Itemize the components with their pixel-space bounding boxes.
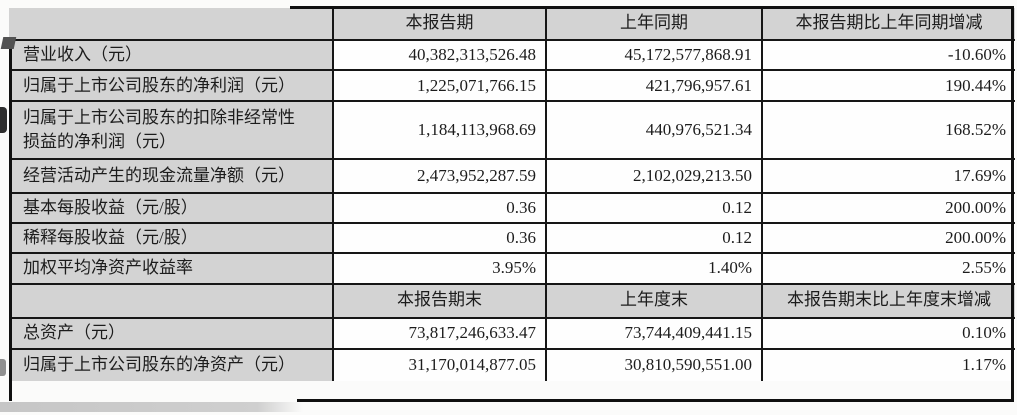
financial-summary-table: 本报告期 上年同期 本报告期比上年同期增减 营业收入（元） 40,382,313… [8,7,1016,382]
table-bottom-border [297,399,1014,402]
header-period-end-change: 本报告期末比上年度末增减 [761,282,1016,319]
change-cell: 200.00% [761,192,1016,225]
prior-period-cell: 45,172,577,868.91 [545,38,763,72]
header-empty-cell [8,282,334,319]
header-prior-year-end: 上年度末 [545,282,763,319]
scan-smudge-artifact [0,37,17,49]
table-row-diluted-eps: 稀释每股收益（元/股） 0.36 0.12 200.00% [8,222,1016,255]
header-current-period-end: 本报告期末 [332,282,547,319]
row-label-cell: 归属于上市公司股东的扣除非经常性损益的净利润（元） [8,100,334,161]
change-cell: 190.44% [761,69,1016,103]
header-current-period: 本报告期 [332,7,547,41]
table-row-weighted-avg-roe: 加权平均净资产收益率 3.95% 1.40% 2.55% [8,252,1016,285]
change-cell: 0.10% [761,316,1016,350]
period-end-header-row: 本报告期末 上年度末 本报告期末比上年度末增减 [8,282,1016,319]
current-period-cell: 73,817,246,633.47 [332,316,547,350]
change-cell: 2.55% [761,252,1016,285]
current-period-cell: 31,170,014,877.05 [332,347,547,382]
table-right-border [1011,6,1014,402]
change-cell: 200.00% [761,222,1016,255]
change-cell: 17.69% [761,158,1016,195]
current-period-cell: 40,382,313,526.48 [332,38,547,72]
prior-period-cell: 440,976,521.34 [545,100,763,161]
scan-blob-artifact [0,359,6,376]
scan-blob-artifact [0,107,7,133]
table-row-net-assets: 归属于上市公司股东的净资产（元） 31,170,014,877.05 30,81… [8,347,1016,382]
prior-period-cell: 0.12 [545,222,763,255]
row-label-cell: 总资产（元） [8,316,334,350]
header-change: 本报告期比上年同期增减 [761,7,1016,41]
header-prior-period: 上年同期 [545,7,763,41]
period-header-row: 本报告期 上年同期 本报告期比上年同期增减 [8,7,1016,41]
row-label-cell: 经营活动产生的现金流量净额（元） [8,158,334,195]
scan-shadow-artifact [0,402,303,412]
table-row-net-profit: 归属于上市公司股东的净利润（元） 1,225,071,766.15 421,79… [8,69,1016,103]
row-label-cell: 稀释每股收益（元/股） [8,222,334,255]
table-row-net-profit-excl-nonrecurring: 归属于上市公司股东的扣除非经常性损益的净利润（元） 1,184,113,968.… [8,100,1016,161]
table-row-operating-revenue: 营业收入（元） 40,382,313,526.48 45,172,577,868… [8,38,1016,72]
change-cell: -10.60% [761,38,1016,72]
table-row-total-assets: 总资产（元） 73,817,246,633.47 73,744,409,441.… [8,316,1016,350]
prior-period-cell: 2,102,029,213.50 [545,158,763,195]
row-label-cell: 归属于上市公司股东的净资产（元） [8,347,334,382]
header-empty-cell [8,7,334,41]
prior-period-cell: 0.12 [545,192,763,225]
prior-period-cell: 73,744,409,441.15 [545,316,763,350]
current-period-cell: 0.36 [332,192,547,225]
row-label-cell: 加权平均净资产收益率 [8,252,334,285]
table-left-border [9,40,12,401]
change-cell: 168.52% [761,100,1016,161]
current-period-cell: 0.36 [332,222,547,255]
prior-period-cell: 1.40% [545,252,763,285]
prior-period-cell: 30,810,590,551.00 [545,347,763,382]
current-period-cell: 1,225,071,766.15 [332,69,547,103]
current-period-cell: 1,184,113,968.69 [332,100,547,161]
change-cell: 1.17% [761,347,1016,382]
current-period-cell: 2,473,952,287.59 [332,158,547,195]
table-top-border [290,6,1014,9]
row-label-cell: 基本每股收益（元/股） [8,192,334,225]
prior-period-cell: 421,796,957.61 [545,69,763,103]
table-row-basic-eps: 基本每股收益（元/股） 0.36 0.12 200.00% [8,192,1016,225]
current-period-cell: 3.95% [332,252,547,285]
table-row-operating-cash-flow: 经营活动产生的现金流量净额（元） 2,473,952,287.59 2,102,… [8,158,1016,195]
row-label-cell: 营业收入（元） [8,38,334,72]
row-label-cell: 归属于上市公司股东的净利润（元） [8,69,334,103]
